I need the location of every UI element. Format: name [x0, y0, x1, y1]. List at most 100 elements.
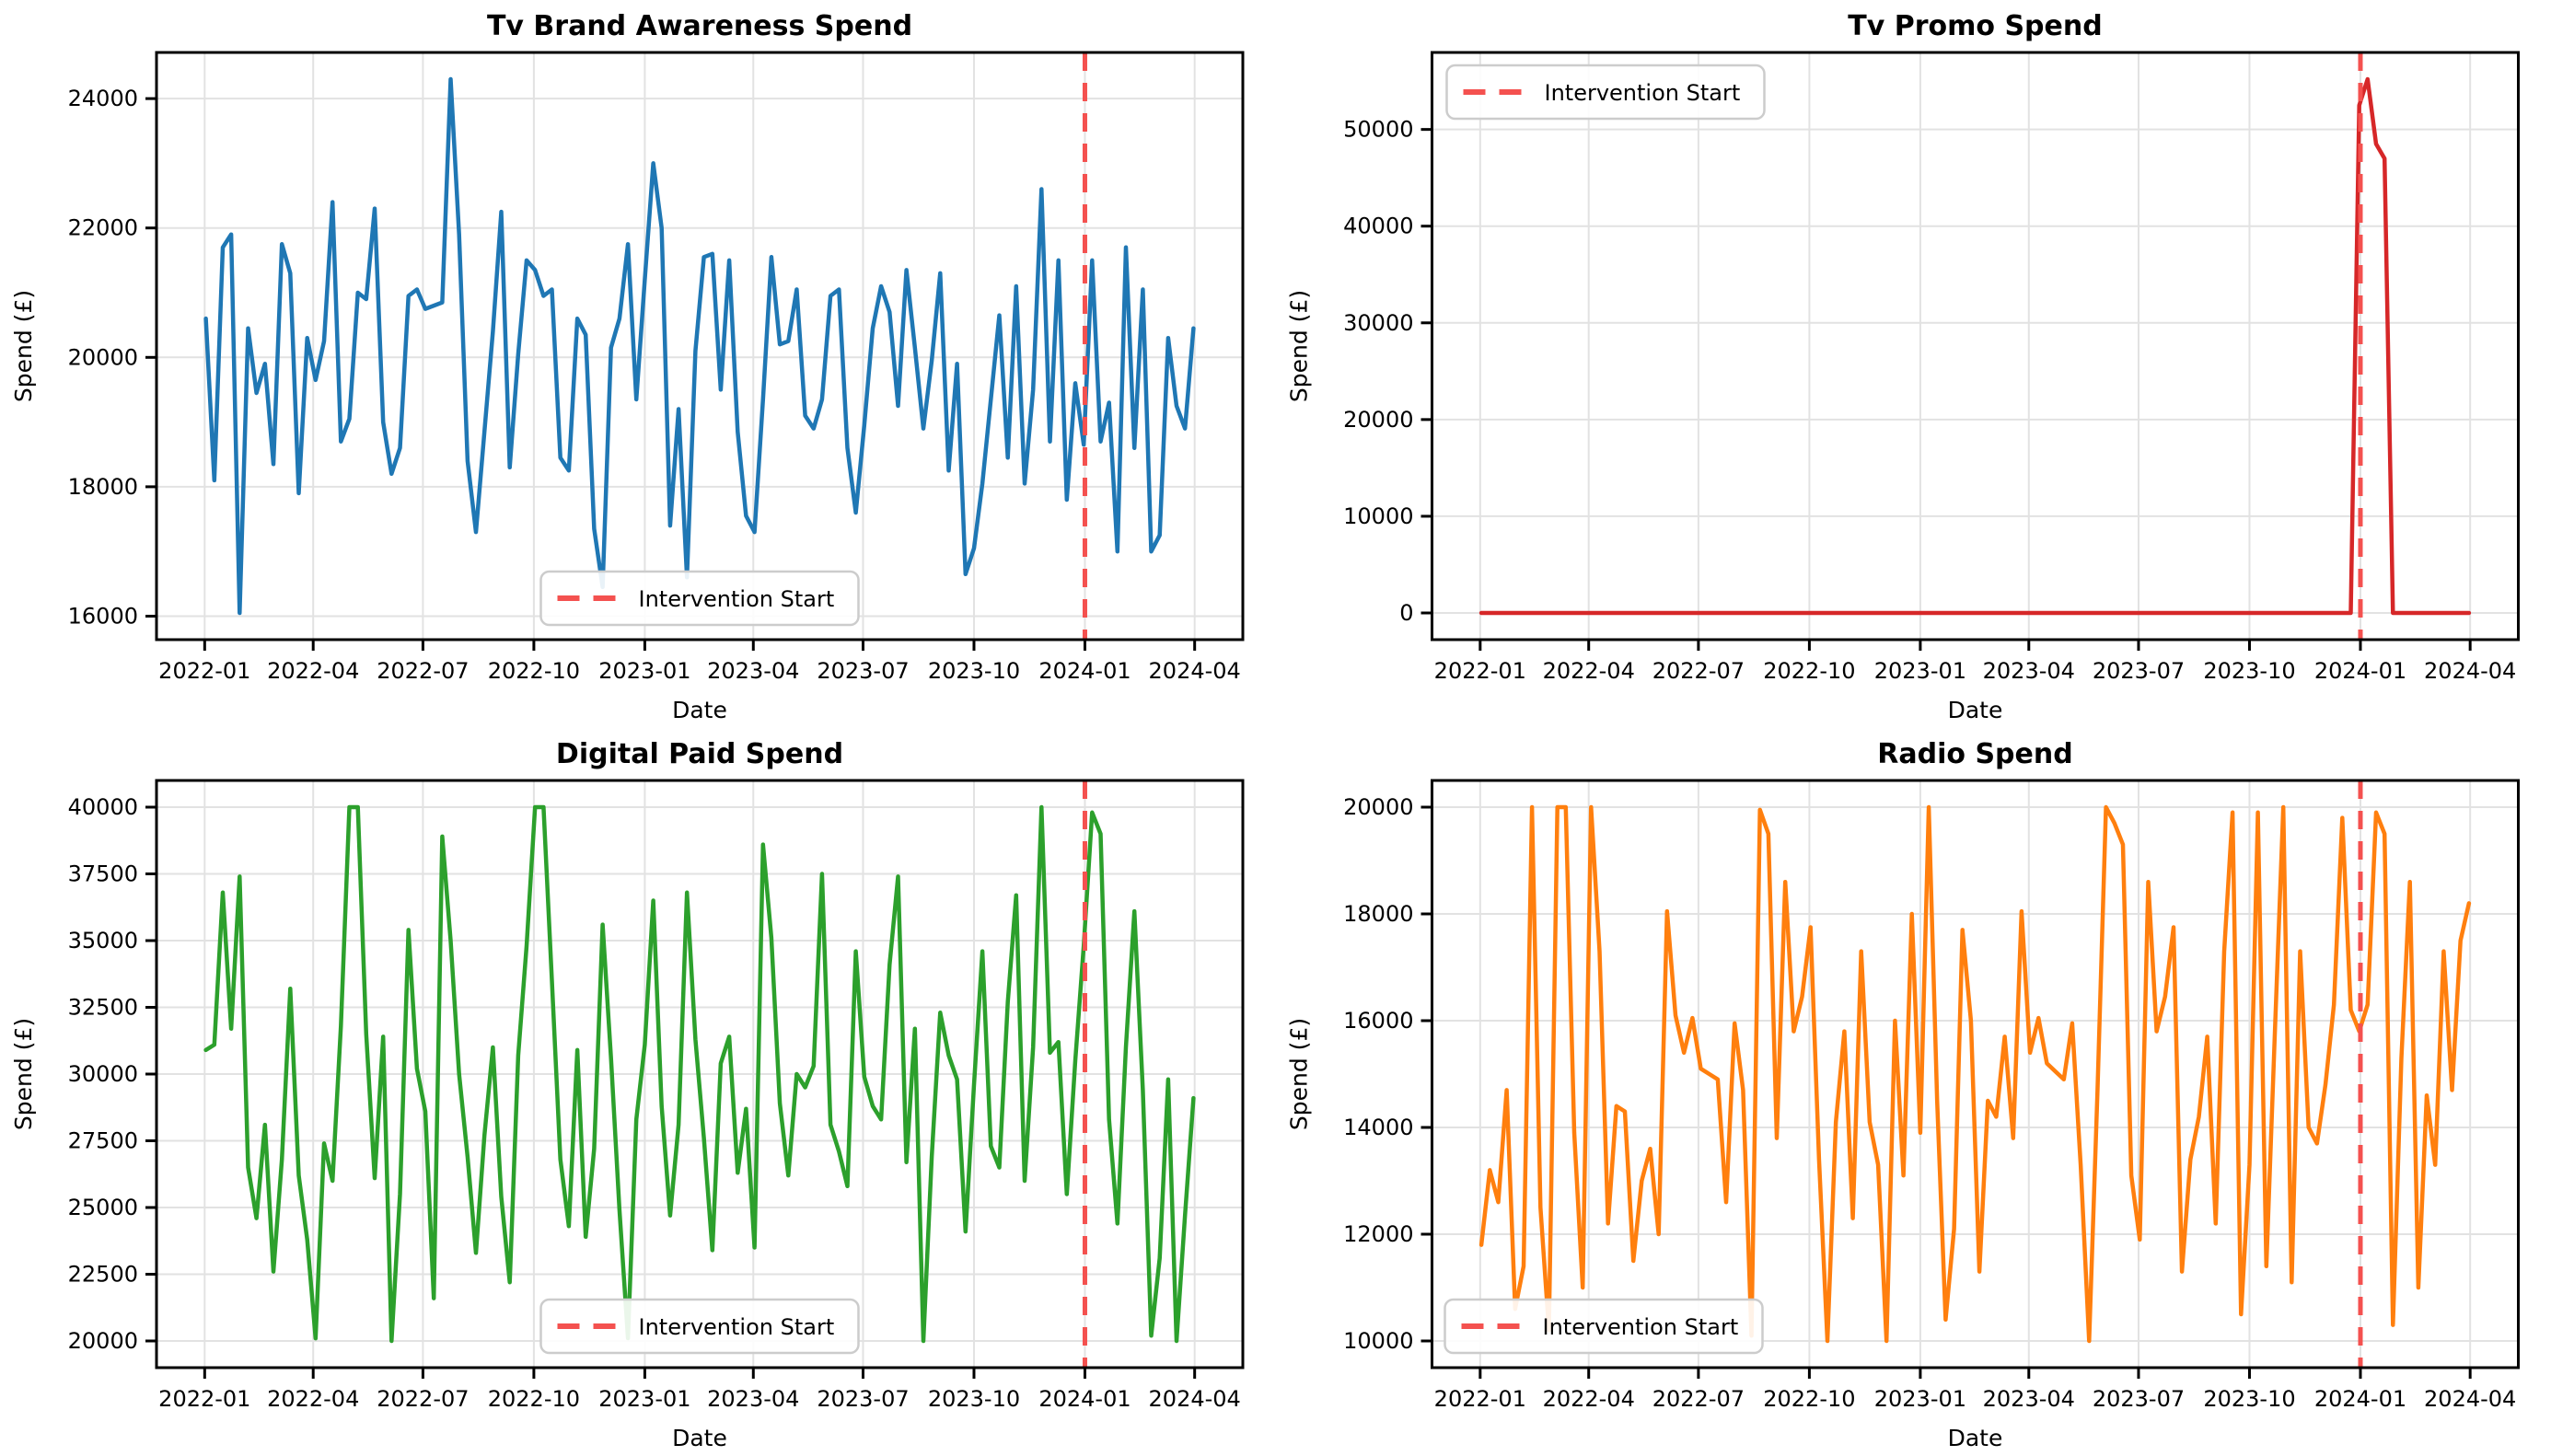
x-tick-label: 2023-04 [1983, 1386, 2075, 1412]
series-line [1478, 76, 2472, 616]
y-tick-label: 25000 [68, 1195, 138, 1220]
x-tick-label: 2022-01 [158, 658, 250, 684]
chart-radio: 2022-01 2022-04 2022-07 2022-10 2023-01 2023-… [1286, 738, 2520, 1451]
plot-area [203, 76, 1196, 616]
x-tick-label: 2023-01 [598, 1386, 690, 1412]
y-tick-label: 20000 [1343, 407, 1413, 433]
x-tick-label: 2022-04 [267, 658, 359, 684]
y-tick-label: 20000 [68, 344, 138, 370]
x-tick-label: 2022-07 [377, 1386, 469, 1412]
plot-area [1478, 804, 2472, 1344]
y-tick-label: 0 [1399, 600, 1413, 626]
x-tick-label: 2023-04 [707, 1386, 799, 1412]
x-tick-label: 2022-01 [1434, 1386, 1526, 1412]
y-tick-label: 16000 [1343, 1008, 1413, 1034]
y-tick-label: 16000 [68, 603, 138, 629]
x-axis-label: Date [672, 697, 727, 723]
legend-label: Intervention Start [1543, 1314, 1739, 1340]
chart-title: Tv Promo Spend [1848, 10, 2102, 42]
x-tick-label: 2023-07 [817, 1386, 909, 1412]
x-tick-label: 2024-01 [2314, 658, 2406, 684]
chart-panel-tv-promo: 2022-01 2022-04 2022-07 2022-10 2023-01 2023-… [1275, 0, 2551, 728]
y-tick-label: 14000 [1343, 1115, 1413, 1140]
x-tick-label: 2022-01 [158, 1386, 250, 1412]
y-axis-label: Spend (£) [1286, 1018, 1313, 1130]
x-tick-label: 2024-01 [1038, 658, 1131, 684]
x-tick-label: 2023-07 [2093, 658, 2185, 684]
y-tick-label: 22500 [68, 1262, 138, 1288]
x-tick-label: 2023-07 [817, 658, 909, 684]
plot-area [203, 804, 1196, 1344]
x-tick-label: 2023-04 [1983, 658, 2075, 684]
legend-label: Intervention Start [639, 1314, 835, 1340]
y-tick-label: 32500 [68, 995, 138, 1021]
legend-box [1445, 64, 1766, 121]
x-tick-label: 2024-04 [2424, 1386, 2516, 1412]
plot-area [1478, 76, 2472, 616]
legend: Intervention Start [1444, 1298, 1764, 1355]
x-tick-label: 2023-10 [928, 658, 1020, 684]
y-tick-label: 20000 [1343, 794, 1413, 820]
y-tick-label: 18000 [1343, 901, 1413, 927]
y-axis-label: Spend (£) [10, 290, 37, 402]
y-tick-label: 30000 [1343, 310, 1413, 336]
axes-spines [1431, 51, 2520, 641]
x-tick-label: 2023-01 [1874, 1386, 1966, 1412]
x-tick-label: 2023-01 [598, 658, 690, 684]
x-tick-label: 2022-07 [377, 658, 469, 684]
chart-panel-tv-brand-awareness: 2022-01 2022-04 2022-07 2022-10 2023-01 2023-… [0, 0, 1275, 728]
x-tick-label: 2022-10 [488, 658, 580, 684]
x-tick-label: 2022-04 [267, 1386, 359, 1412]
chart-title: Tv Brand Awareness Spend [487, 10, 912, 42]
legend-box [539, 1298, 860, 1355]
chart-title: Digital Paid Spend [556, 738, 843, 770]
x-tick-label: 2023-10 [928, 1386, 1020, 1412]
x-tick-label: 2022-10 [1763, 1386, 1855, 1412]
axes-spines [1431, 779, 2520, 1369]
series-line [203, 804, 1196, 1344]
x-tick-label: 2022-07 [1652, 1386, 1745, 1412]
legend-box [539, 570, 860, 627]
y-tick-label: 10000 [1343, 503, 1413, 529]
chart-tv-promo: 2022-01 2022-04 2022-07 2022-10 2023-01 2023-… [1286, 10, 2520, 723]
x-tick-label: 2024-04 [1149, 1386, 1241, 1412]
series-line [1478, 804, 2472, 1344]
x-tick-label: 2022-07 [1652, 658, 1745, 684]
y-tick-label: 35000 [68, 928, 138, 953]
series-line [203, 76, 1196, 616]
chart-panel-digital-paid: 2022-01 2022-04 2022-07 2022-10 2023-01 2023-… [0, 728, 1275, 1456]
axes-spines [155, 51, 1245, 641]
x-axis-label: Date [672, 1425, 727, 1451]
y-tick-label: 22000 [68, 215, 138, 241]
x-axis-label: Date [1948, 697, 2003, 723]
x-tick-label: 2022-10 [1763, 658, 1855, 684]
x-axis-label: Date [1948, 1425, 2003, 1451]
x-tick-label: 2024-01 [1038, 1386, 1131, 1412]
chart-tv-brand-awareness: 2022-01 2022-04 2022-07 2022-10 2023-01 2023-… [10, 10, 1245, 723]
x-tick-label: 2022-01 [1434, 658, 1526, 684]
x-tick-label: 2024-01 [2314, 1386, 2406, 1412]
legend-label: Intervention Start [639, 586, 835, 612]
y-tick-label: 10000 [1343, 1328, 1413, 1354]
legend: Intervention Start [1445, 64, 1766, 121]
legend-label: Intervention Start [1545, 80, 1741, 106]
legend: Intervention Start [539, 570, 860, 627]
x-tick-label: 2024-04 [1149, 658, 1241, 684]
legend-box [1444, 1298, 1764, 1355]
y-tick-label: 37500 [68, 861, 138, 887]
x-tick-label: 2023-10 [2203, 658, 2295, 684]
y-tick-label: 50000 [1343, 117, 1413, 143]
y-tick-label: 20000 [68, 1328, 138, 1354]
y-tick-label: 30000 [68, 1061, 138, 1087]
y-tick-label: 40000 [1343, 214, 1413, 239]
y-tick-label: 18000 [68, 474, 138, 500]
y-tick-label: 24000 [68, 86, 138, 111]
x-tick-label: 2022-10 [488, 1386, 580, 1412]
y-axis-label: Spend (£) [1286, 290, 1313, 402]
x-tick-label: 2023-10 [2203, 1386, 2295, 1412]
chart-panel-radio: 2022-01 2022-04 2022-07 2022-10 2023-01 2023-… [1275, 728, 2551, 1456]
y-tick-label: 27500 [68, 1128, 138, 1154]
x-tick-label: 2023-04 [707, 658, 799, 684]
legend: Intervention Start [539, 1298, 860, 1355]
